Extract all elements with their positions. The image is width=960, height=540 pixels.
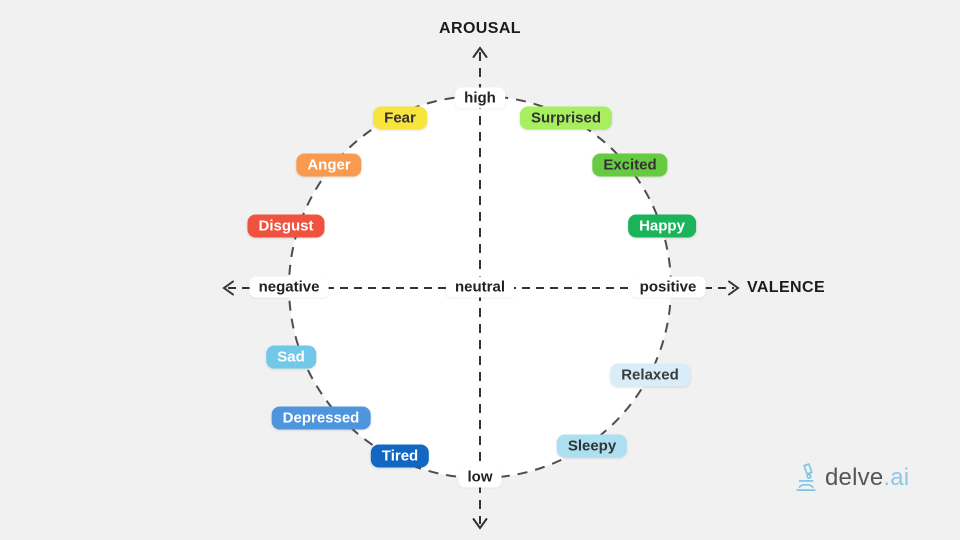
logo-text: delve.ai	[825, 464, 909, 492]
axis-label-low: low	[458, 466, 502, 488]
axis-label-negative: negative	[249, 276, 329, 298]
emotion-badge-fear: Fear	[373, 106, 427, 130]
axis-label-positive: positive	[630, 276, 706, 298]
emotion-badge-anger: Anger	[296, 153, 362, 177]
valence-axis-title: VALENCE	[746, 279, 826, 296]
logo-brand-text: delve	[825, 463, 884, 491]
microscope-icon	[796, 463, 816, 491]
arrow-left-icon	[222, 280, 234, 296]
emotion-badge-tired: Tired	[370, 444, 430, 468]
emotion-badge-sad: Sad	[266, 345, 316, 369]
logo-suffix-text: .ai	[883, 463, 910, 491]
arrow-up-icon	[472, 46, 488, 58]
emotion-badge-excited: Excited	[592, 153, 668, 177]
arousal-axis-title: AROUSAL	[439, 20, 521, 37]
emotion-badge-sleepy: Sleepy	[556, 434, 628, 458]
axis-label-neutral: neutral	[445, 276, 515, 298]
arrow-right-icon	[728, 280, 740, 296]
axis-label-high: high	[455, 87, 505, 109]
emotion-badge-relaxed: Relaxed	[610, 363, 690, 387]
emotion-badge-surprised: Surprised	[519, 106, 613, 130]
delve-logo: delve.ai	[794, 463, 909, 492]
emotion-badge-depressed: Depressed	[271, 406, 371, 430]
arrow-down-icon	[472, 518, 488, 530]
emotion-badge-disgust: Disgust	[247, 214, 325, 238]
emotion-badge-happy: Happy	[628, 214, 696, 238]
